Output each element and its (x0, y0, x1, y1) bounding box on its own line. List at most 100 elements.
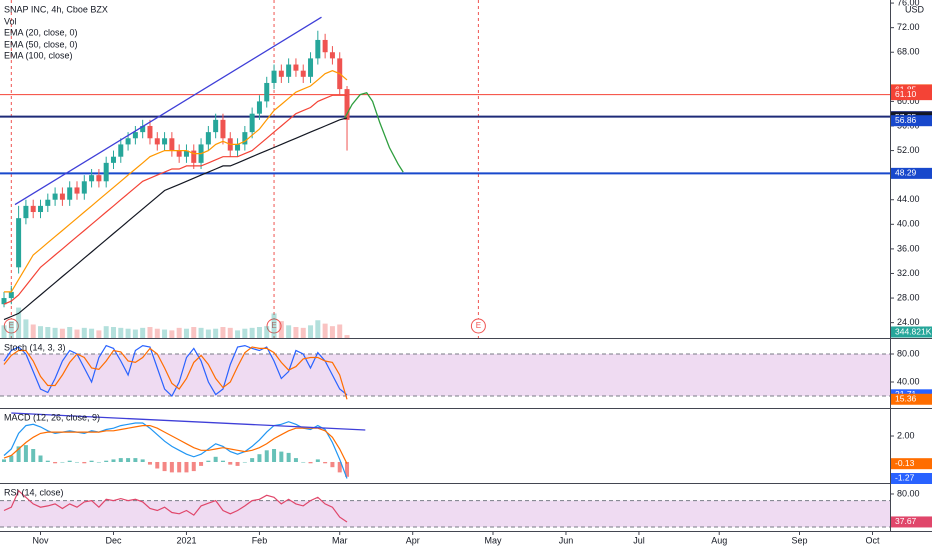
candle-body (125, 138, 131, 145)
y-tick-label: 72.00 (897, 22, 920, 32)
histogram-bar (272, 449, 277, 462)
candle-body (103, 162, 109, 182)
legend-entry: Vol (4, 16, 17, 26)
y-tick-label: 60.00 (897, 96, 920, 106)
candle-body (278, 70, 284, 77)
histogram-bar (96, 461, 101, 463)
series-line (3, 94, 347, 305)
volume-bar (140, 327, 146, 338)
candle-body (191, 150, 197, 163)
candle-body (249, 113, 255, 133)
candle-body (118, 144, 124, 157)
y-tick-label: 36.00 (897, 243, 920, 253)
histogram-bar (228, 461, 233, 465)
volume-bar (38, 326, 44, 338)
series-line (3, 489, 348, 523)
price-tag-label: 61.10 (895, 89, 917, 99)
price-tag (891, 167, 932, 179)
x-tick-label: Mar (332, 535, 348, 545)
candle-body (89, 175, 95, 182)
candle-body (256, 101, 262, 114)
histogram-bar (111, 459, 116, 462)
price-tag (891, 458, 932, 470)
candle-body (322, 39, 328, 53)
currency-label: USD (905, 4, 925, 14)
volume-bar (132, 329, 138, 338)
y-tick-label: 44.00 (897, 194, 920, 204)
volume-bar (118, 327, 124, 338)
histogram-bar (242, 461, 247, 463)
histogram-bar (337, 461, 342, 473)
y-tick-label: 40.00 (897, 376, 920, 386)
histogram-bar (323, 461, 328, 464)
price-tag-label: 48.29 (895, 168, 917, 178)
volume-bar (147, 327, 153, 338)
histogram-bar (264, 450, 269, 462)
volume-bar (227, 327, 233, 338)
histogram-bar (184, 461, 189, 473)
candle-body (162, 138, 168, 145)
candle-body (59, 193, 65, 200)
volume-bar (110, 327, 116, 338)
histogram-bar (286, 452, 291, 462)
volume-bar (30, 324, 36, 338)
candle-body (8, 291, 14, 299)
trend-line (14, 16, 322, 206)
volume-bar (67, 327, 73, 338)
y-tick-label: 24.00 (897, 317, 920, 327)
candle-body (74, 187, 80, 194)
series-line (3, 344, 348, 397)
series-line (4, 70, 348, 293)
volume-bar (103, 326, 109, 338)
histogram-bar (199, 461, 204, 466)
event-marker (266, 318, 282, 334)
volume-bar (16, 307, 22, 338)
candle-body (220, 119, 226, 139)
volume-bar (125, 328, 131, 338)
histogram-bar (315, 459, 320, 462)
volume-bar (169, 330, 175, 338)
candle-body (110, 156, 116, 163)
candle-body (147, 125, 153, 139)
event-marker (470, 318, 486, 334)
y-tick-label: 40.00 (897, 219, 920, 229)
volume-bar (242, 328, 248, 338)
candle-body (205, 132, 211, 145)
y-tick-label: 68.00 (897, 47, 920, 57)
histogram-bar (53, 461, 58, 464)
event-label: E (271, 321, 276, 330)
histogram-bar (60, 461, 65, 463)
plot-layer: Nov Dec 2021 Feb Mar Apr May Jun Jul Aug Sep Oct 76.… (0, 0, 920, 545)
volume-bar (154, 328, 160, 338)
histogram-bar (126, 458, 131, 462)
x-tick-label: Jun (559, 535, 574, 545)
volume-bar (300, 327, 306, 338)
x-tick-label: 2021 (176, 535, 196, 545)
x-tick-label: Apr (406, 535, 420, 545)
candle-body (45, 199, 51, 206)
pane: 80.00 (0, 488, 920, 528)
histogram-bar (155, 461, 160, 469)
histogram-bar (279, 451, 284, 462)
volume-bar (344, 335, 350, 338)
x-tick-label: Dec (105, 535, 122, 545)
legend-entry: EMA (50, close, 0) (4, 39, 78, 49)
price-tag (891, 89, 932, 101)
event-label: E (476, 321, 481, 330)
volume-bar (264, 326, 270, 338)
pane-title: RSI (14, close) (4, 487, 64, 497)
price-tag-label: -1.27 (895, 473, 915, 483)
histogram-bar (118, 458, 123, 462)
y-tick-label: 80.00 (897, 348, 920, 358)
legend-entry: EMA (20, close, 0) (4, 27, 78, 37)
histogram-bar (67, 460, 72, 462)
histogram-bar (330, 461, 335, 468)
price-tag-label: 344.821K (895, 326, 932, 336)
chart-title: SNAP INC, 4h, Cboe BZX (4, 4, 108, 14)
volume-bar (329, 326, 335, 338)
histogram-bar (191, 461, 196, 472)
candle-body (293, 64, 299, 71)
histogram-bar (16, 446, 21, 462)
price-tag (891, 326, 932, 338)
